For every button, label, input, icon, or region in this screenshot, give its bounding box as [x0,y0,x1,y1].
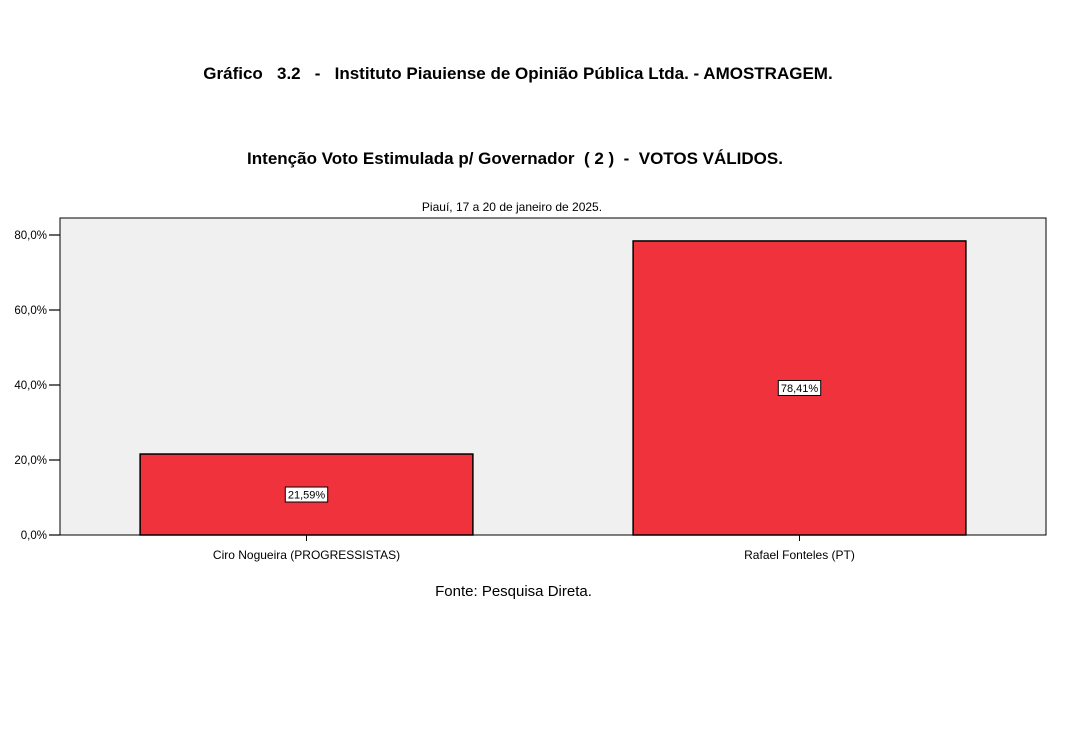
y-tick-label: 0,0% [21,530,47,542]
chart-subtitle: Piauí, 17 a 20 de janeiro de 2025. [422,200,602,214]
source-note: Fonte: Pesquisa Direta. [435,583,592,600]
chart-title: Intenção Voto Estimulada p/ Governador (… [247,149,783,168]
data-label: 78,41% [781,383,819,395]
main-title: Gráfico 3.2 - Instituto Piauiense de Opi… [203,64,833,83]
bars-group: 21,59% 78,41% [139,240,967,536]
y-axis: 0,0% 20,0% 40,0% 60,0% 80,0% [14,230,60,542]
y-tick-label: 20,0% [14,455,47,467]
data-label-box [284,486,329,503]
x-axis: Ciro Nogueira (PROGRESSISTAS) Rafael Font… [213,535,855,562]
data-label: 21,59% [288,490,326,502]
y-tick-label: 80,0% [14,230,47,242]
x-category-label: Ciro Nogueira (PROGRESSISTAS) [213,548,400,562]
x-category-label: Rafael Fonteles (PT) [744,548,855,562]
y-tick-label: 40,0% [14,380,47,392]
data-label-box [777,379,822,396]
y-tick-label: 60,0% [14,305,47,317]
